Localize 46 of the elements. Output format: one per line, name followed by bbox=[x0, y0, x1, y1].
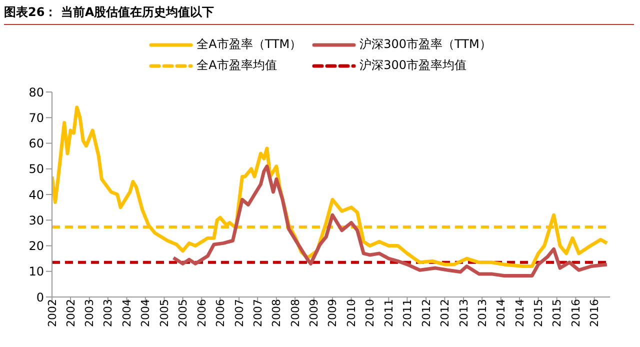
x-tick-label: 2015 bbox=[550, 299, 564, 327]
x-tick-label: 2016 bbox=[588, 299, 602, 327]
x-tick-label: 2011 bbox=[401, 299, 414, 327]
x-tick-label: 2010 bbox=[364, 299, 377, 327]
y-tick-label: 80 bbox=[28, 85, 44, 100]
x-tick-label: 2008 bbox=[288, 299, 302, 327]
x-tick-label: 2004 bbox=[120, 299, 134, 327]
x-tick-label: 2009 bbox=[326, 299, 340, 327]
x-tick-label: 2006 bbox=[195, 299, 208, 327]
x-tick-label: 2012 bbox=[438, 299, 452, 327]
x-tick-label: 2009 bbox=[308, 299, 321, 327]
x-tick-label: 2011 bbox=[382, 299, 396, 327]
x-tick-label: 2012 bbox=[420, 299, 433, 327]
x-tick-label: 2015 bbox=[532, 299, 546, 327]
legend-label: 沪深300市盈率（TTM） bbox=[360, 36, 492, 53]
x-tick-label: 2013 bbox=[457, 299, 470, 327]
y-tick-label: 0 bbox=[36, 290, 44, 304]
x-tick-label: 2014 bbox=[494, 299, 508, 327]
x-tick-label: 2002 bbox=[64, 299, 78, 327]
x-tick-label: 2014 bbox=[513, 299, 526, 327]
y-tick-label: 30 bbox=[28, 213, 44, 228]
x-tick-label: 2005 bbox=[176, 299, 190, 327]
x-tick-label: 2008 bbox=[270, 299, 284, 327]
x-tick-label: 2003 bbox=[102, 299, 115, 327]
x-tick-label: 2002 bbox=[46, 299, 59, 327]
x-tick-label: 2006 bbox=[214, 299, 227, 327]
legend-label: 全A市盈率（TTM） bbox=[196, 36, 302, 53]
y-tick-label: 10 bbox=[28, 264, 44, 279]
x-tick-label: 2010 bbox=[345, 299, 358, 327]
x-tick-label: 2016 bbox=[570, 299, 582, 327]
y-tick-label: 60 bbox=[28, 136, 44, 151]
y-tick-label: 40 bbox=[28, 188, 44, 202]
y-tick-label: 50 bbox=[28, 162, 44, 176]
x-tick-label: 2004 bbox=[139, 299, 152, 327]
x-tick-label: 2003 bbox=[83, 299, 96, 327]
line-series bbox=[52, 106, 609, 268]
legend-label: 沪深300市盈率均值 bbox=[360, 57, 467, 74]
legend-label: 全A市盈率均值 bbox=[196, 57, 277, 74]
x-tick-label: 2007 bbox=[232, 299, 246, 327]
x-tick-label: 2007 bbox=[251, 299, 264, 327]
x-tick-label: 2005 bbox=[158, 299, 172, 327]
line-series bbox=[172, 164, 609, 278]
chart-title: 图表26： 当前A股估值在历史均值以下 bbox=[4, 4, 634, 25]
y-tick-label: 20 bbox=[28, 239, 44, 254]
y-tick-label: 70 bbox=[28, 110, 44, 125]
x-tick-label: 2013 bbox=[476, 299, 489, 327]
